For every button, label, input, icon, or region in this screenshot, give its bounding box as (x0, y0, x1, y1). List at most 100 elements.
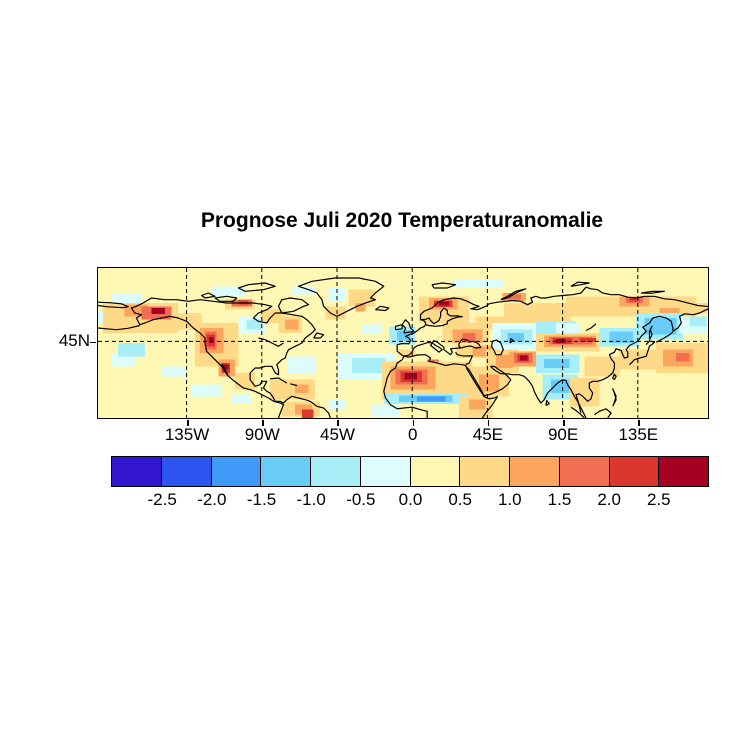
coastline (396, 324, 427, 357)
coastline (629, 340, 656, 366)
colorbar-tick-label: 0.5 (448, 490, 472, 509)
coastline (465, 365, 587, 418)
coastline (585, 323, 597, 332)
x-tick-label: 135E (618, 425, 659, 444)
x-tick-mark (563, 420, 565, 426)
anomaly-cell (291, 286, 316, 295)
colorbar-tick-label: 2.5 (647, 490, 671, 509)
anomaly-cell (246, 319, 262, 330)
anomaly-cell (454, 279, 505, 288)
anomaly-cell (682, 303, 708, 313)
anomaly-cell (223, 364, 229, 370)
anomaly-cell (584, 356, 620, 377)
map-plot-area (97, 267, 709, 419)
x-tick-mark (412, 420, 415, 426)
anomaly-cell (161, 366, 185, 377)
anomaly-cell (211, 286, 245, 297)
anomaly-cell (438, 301, 449, 306)
anomaly-cell (151, 308, 165, 314)
coastline (98, 324, 140, 331)
anomaly-cell (472, 346, 493, 357)
anomaly-cell (404, 373, 418, 380)
anomaly-cell (689, 316, 707, 327)
anomaly-cell (301, 409, 314, 418)
anomaly-cell (507, 333, 525, 342)
x-tick-mark (487, 420, 490, 426)
coastline (277, 297, 310, 314)
x-tick-label: 90W (244, 425, 280, 444)
coastline (258, 337, 284, 347)
colorbar-tick-label: 2.0 (597, 490, 621, 509)
coastline (491, 339, 504, 356)
coastline (648, 325, 653, 340)
anomaly-cell (209, 337, 214, 343)
x-tick-label: 0 (407, 425, 418, 444)
colorbar-segment (410, 457, 461, 486)
anomaly-cell (191, 384, 222, 397)
colorbar-tick-label: -1.5 (246, 490, 277, 509)
coastline (431, 282, 457, 289)
anomaly-cell (619, 349, 660, 370)
coastline (403, 339, 461, 357)
coastline (575, 308, 708, 414)
colorbar-tick-label: -0.5 (346, 490, 376, 509)
anomaly-cell (285, 319, 299, 330)
anomaly-cell (676, 353, 690, 362)
coastline (509, 338, 514, 344)
colorbar-segment (559, 457, 610, 486)
anomaly-cell (417, 396, 446, 402)
coastline (221, 363, 229, 377)
anomaly-cell (469, 399, 486, 410)
anomaly-cell (325, 306, 346, 320)
anomaly-cell (504, 303, 571, 323)
colorbar-tick-label: 1.0 (498, 490, 522, 509)
coastline (214, 295, 238, 302)
anomaly-patches-layer (98, 279, 708, 418)
coastline (458, 338, 482, 349)
x-tick-mark (337, 420, 339, 426)
coastlines-layer (98, 277, 708, 418)
coastline (383, 354, 498, 418)
coastline (375, 305, 390, 312)
colorbar (111, 456, 709, 487)
coastline (394, 324, 403, 331)
coastline (98, 301, 129, 309)
anomaly-cell (555, 323, 580, 333)
x-tick-label: 135W (164, 425, 210, 444)
anomaly-cell (124, 304, 149, 317)
coastline (641, 290, 666, 294)
coastline (655, 331, 674, 343)
y-tick-mark (90, 341, 96, 344)
anomaly-cell (355, 303, 366, 312)
colorbar-segment (360, 457, 411, 486)
colorbar-segment (609, 457, 660, 486)
coastline (612, 373, 617, 381)
colorbar-tick-label: -2.0 (197, 490, 227, 509)
anomaly-cell (659, 308, 680, 317)
coastline (313, 332, 325, 339)
colorbar-segment (261, 457, 311, 486)
x-tick-mark (262, 420, 264, 426)
x-tick-mark (638, 420, 640, 426)
anomaly-cell (111, 293, 142, 303)
coastline (401, 319, 415, 334)
graticule-layer (98, 268, 708, 418)
colorbar-tick-label: -1.0 (296, 490, 326, 509)
anomaly-map-svg (98, 268, 708, 418)
x-tick-label: 45W (320, 425, 355, 444)
anomaly-cell (397, 330, 411, 341)
anomaly-cell (231, 394, 252, 403)
x-tick-label: 90E (547, 425, 579, 444)
colorbar-segment (659, 457, 708, 486)
anomaly-cell (118, 343, 145, 357)
coastline (130, 297, 331, 418)
anomaly-cell (569, 378, 600, 407)
anomaly-cell (462, 333, 476, 342)
anomaly-cell (352, 358, 386, 373)
anomaly-cell (362, 324, 383, 333)
coastline (594, 408, 612, 418)
coastline (545, 399, 550, 407)
coastline (200, 292, 216, 299)
anomaly-cell (372, 404, 399, 417)
coastline (290, 383, 298, 387)
